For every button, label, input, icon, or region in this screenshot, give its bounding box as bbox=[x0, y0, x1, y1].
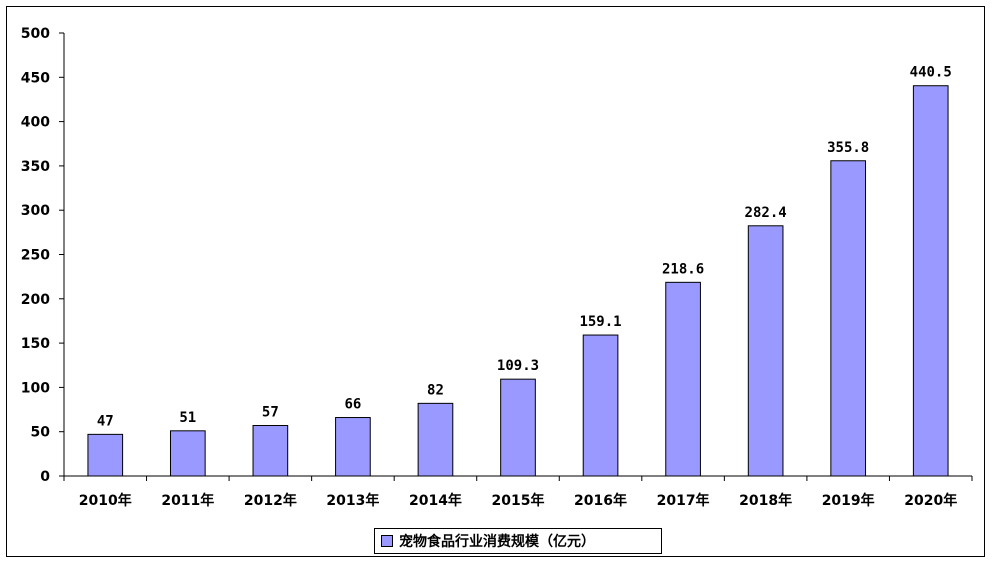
legend-swatch bbox=[381, 535, 393, 547]
data-label: 47 bbox=[97, 413, 114, 429]
x-category-label: 2017年 bbox=[657, 492, 710, 509]
data-label: 282.4 bbox=[745, 205, 787, 221]
bar bbox=[87, 433, 124, 477]
y-axis-ticks: 0 50 100 150 200 250 300 350 400 450 500 bbox=[21, 26, 64, 485]
bar bbox=[665, 281, 701, 477]
x-category-label: 2011年 bbox=[161, 492, 214, 509]
data-label: 109.3 bbox=[497, 358, 539, 374]
data-label: 218.6 bbox=[662, 261, 704, 277]
data-label: 57 bbox=[262, 404, 279, 420]
y-tick-label: 500 bbox=[21, 26, 50, 42]
x-category-label: 2018年 bbox=[739, 492, 792, 509]
x-category-label: 2020年 bbox=[904, 492, 957, 509]
bar bbox=[169, 430, 206, 477]
bar bbox=[335, 417, 371, 477]
x-category-label: 2012年 bbox=[244, 492, 297, 509]
bar bbox=[417, 402, 454, 477]
bar bbox=[912, 85, 949, 477]
y-tick-label: 150 bbox=[21, 336, 50, 352]
x-category-label: 2015年 bbox=[492, 492, 545, 509]
x-axis-labels: 2010年 2011年 2012年 2013年 2014年 2015年 2016年 2017年… bbox=[79, 492, 957, 509]
x-category-label: 2014年 bbox=[409, 492, 462, 509]
y-tick-label: 400 bbox=[21, 115, 50, 131]
bar bbox=[747, 225, 784, 477]
y-tick-label: 100 bbox=[21, 380, 50, 396]
chart-frame bbox=[6, 6, 985, 557]
y-tick-label: 0 bbox=[40, 469, 50, 485]
legend-label: 宠物食品行业消费规模（亿元） bbox=[399, 534, 595, 550]
x-category-label: 2010年 bbox=[79, 492, 132, 509]
legend: 宠物食品行业消费规模（亿元） bbox=[374, 528, 662, 554]
data-label: 51 bbox=[179, 410, 196, 426]
data-label: 82 bbox=[427, 382, 444, 398]
data-label: 159.1 bbox=[579, 314, 621, 330]
data-label: 440.5 bbox=[910, 65, 952, 81]
bar bbox=[252, 424, 289, 477]
x-category-label: 2019年 bbox=[822, 492, 875, 509]
x-category-label: 2013年 bbox=[326, 492, 379, 509]
data-label: 355.8 bbox=[827, 140, 869, 156]
data-labels: 47 51 57 66 82 109.3 159.1 218.6 282.4 355.8 440.5 bbox=[97, 65, 952, 430]
bar bbox=[582, 334, 619, 477]
data-label: 66 bbox=[344, 397, 361, 413]
x-category-label: 2016年 bbox=[574, 492, 627, 509]
y-tick-label: 450 bbox=[21, 70, 50, 86]
y-tick-label: 50 bbox=[31, 425, 51, 441]
bar bbox=[830, 160, 867, 477]
bar bbox=[500, 378, 536, 477]
y-tick-label: 300 bbox=[21, 203, 50, 219]
y-tick-label: 250 bbox=[21, 248, 50, 264]
y-tick-label: 350 bbox=[21, 159, 50, 175]
bars bbox=[87, 85, 949, 477]
y-tick-label: 200 bbox=[21, 292, 50, 308]
